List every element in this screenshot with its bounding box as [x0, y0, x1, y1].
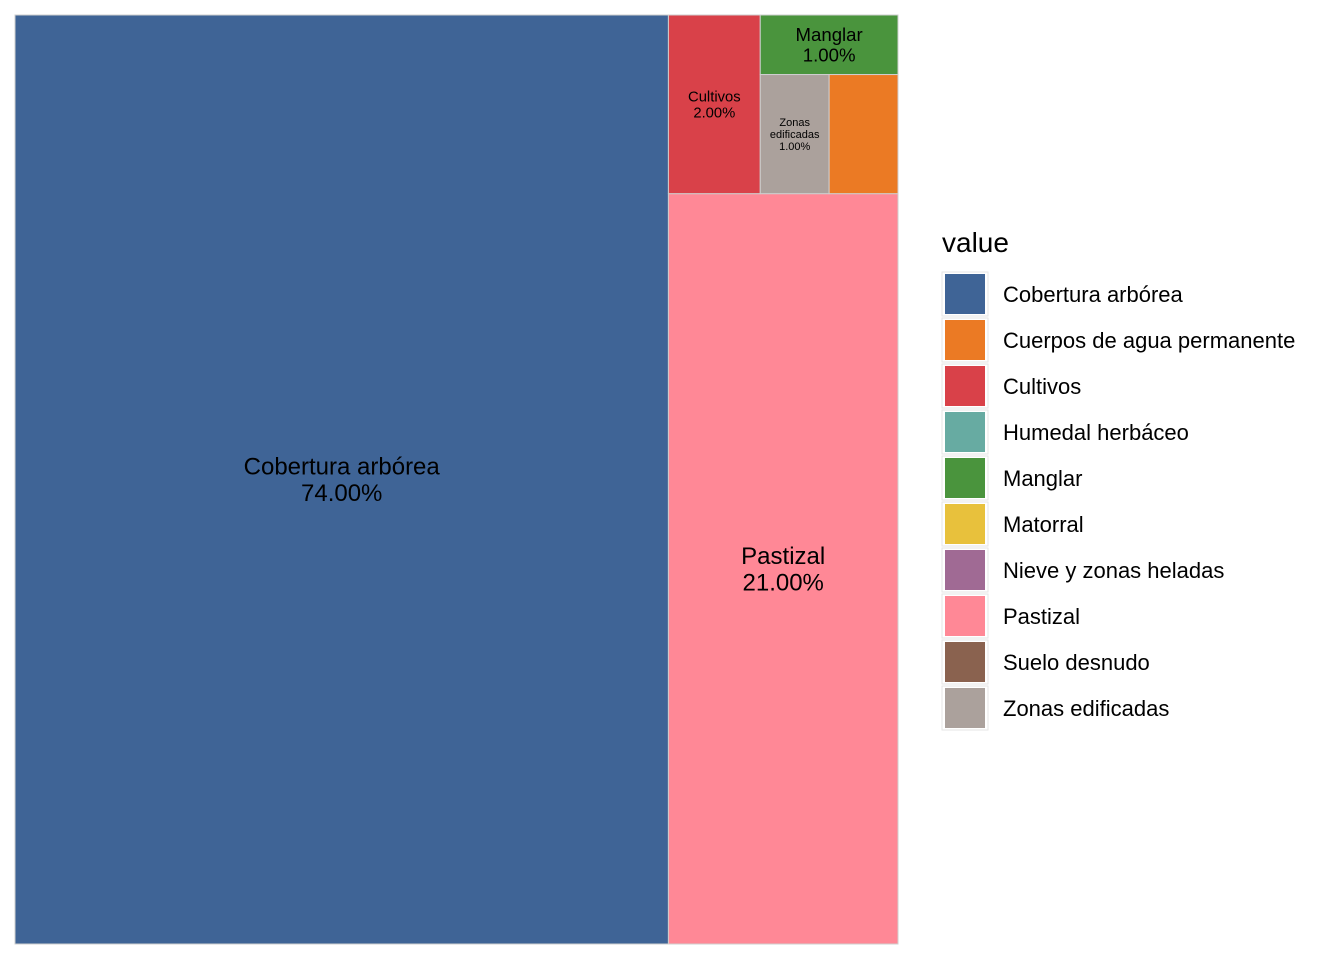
legend-label: Suelo desnudo	[1003, 650, 1150, 675]
legend-item-cultivos: Cultivos	[941, 363, 1081, 409]
legend-label: Nieve y zonas heladas	[1003, 558, 1224, 583]
tile-value-label: 1.00%	[803, 45, 856, 66]
legend-label: Cobertura arbórea	[1003, 282, 1184, 307]
tile-name-label: Cultivos	[688, 89, 741, 105]
legend-swatch	[945, 412, 985, 452]
legend-swatch	[945, 274, 985, 314]
legend-item-cuerpos-de-agua-permanente: Cuerpos de agua permanente	[941, 317, 1295, 363]
legend-swatch	[945, 688, 985, 728]
legend-swatch	[945, 366, 985, 406]
legend-label: Cuerpos de agua permanente	[1003, 328, 1295, 353]
legend-swatch	[945, 320, 985, 360]
tile-value-label: 74.00%	[301, 480, 382, 507]
legend-item-suelo-desnudo: Suelo desnudo	[941, 639, 1150, 685]
legend-label: Matorral	[1003, 512, 1084, 537]
tile-pastizal	[667, 193, 899, 945]
legend-item-zonas-edificadas: Zonas edificadas	[941, 685, 1169, 731]
legend-label: Cultivos	[1003, 374, 1081, 399]
tile-name-label: Pastizal	[741, 543, 825, 570]
tile-value-label: 2.00%	[693, 106, 735, 122]
legend-swatch	[945, 550, 985, 590]
legend-label: Manglar	[1003, 466, 1082, 491]
legend-label: Humedal herbáceo	[1003, 420, 1189, 445]
legend-item-matorral: Matorral	[941, 501, 1084, 547]
tile-value-label: 21.00%	[743, 569, 824, 596]
tile-name-label: Manglar	[796, 24, 863, 45]
legend-swatch	[945, 458, 985, 498]
legend-item-humedal-herbaceo: Humedal herbáceo	[941, 409, 1189, 455]
legend-item-manglar: Manglar	[941, 455, 1082, 501]
tile-cuerpos-de-agua-permanente	[828, 74, 899, 195]
treemap-tiles	[14, 14, 899, 945]
tile-zonas-edificadas	[759, 74, 830, 195]
tile-cobertura-arborea	[14, 14, 669, 945]
legend-swatch	[945, 504, 985, 544]
legend-swatch	[945, 642, 985, 682]
legend-item-cobertura-arborea: Cobertura arbórea	[941, 271, 1184, 317]
tile-name-label: Cobertura arbórea	[244, 454, 441, 481]
legend: value Cobertura arbórea Cuerpos de agua p…	[941, 227, 1295, 731]
legend-title: value	[942, 227, 1009, 258]
tile-name-label: edificadas	[770, 129, 820, 141]
legend-item-nieve-y-zonas-heladas: Nieve y zonas heladas	[941, 547, 1224, 593]
tile-manglar	[759, 14, 899, 76]
legend-label: Pastizal	[1003, 604, 1080, 629]
tile-value-label: 1.00%	[779, 141, 810, 153]
tile-cultivos	[667, 14, 761, 195]
legend-label: Zonas edificadas	[1003, 696, 1169, 721]
tile-name-label: Zonas	[779, 117, 810, 129]
legend-swatch	[945, 596, 985, 636]
legend-item-pastizal: Pastizal	[941, 593, 1080, 639]
